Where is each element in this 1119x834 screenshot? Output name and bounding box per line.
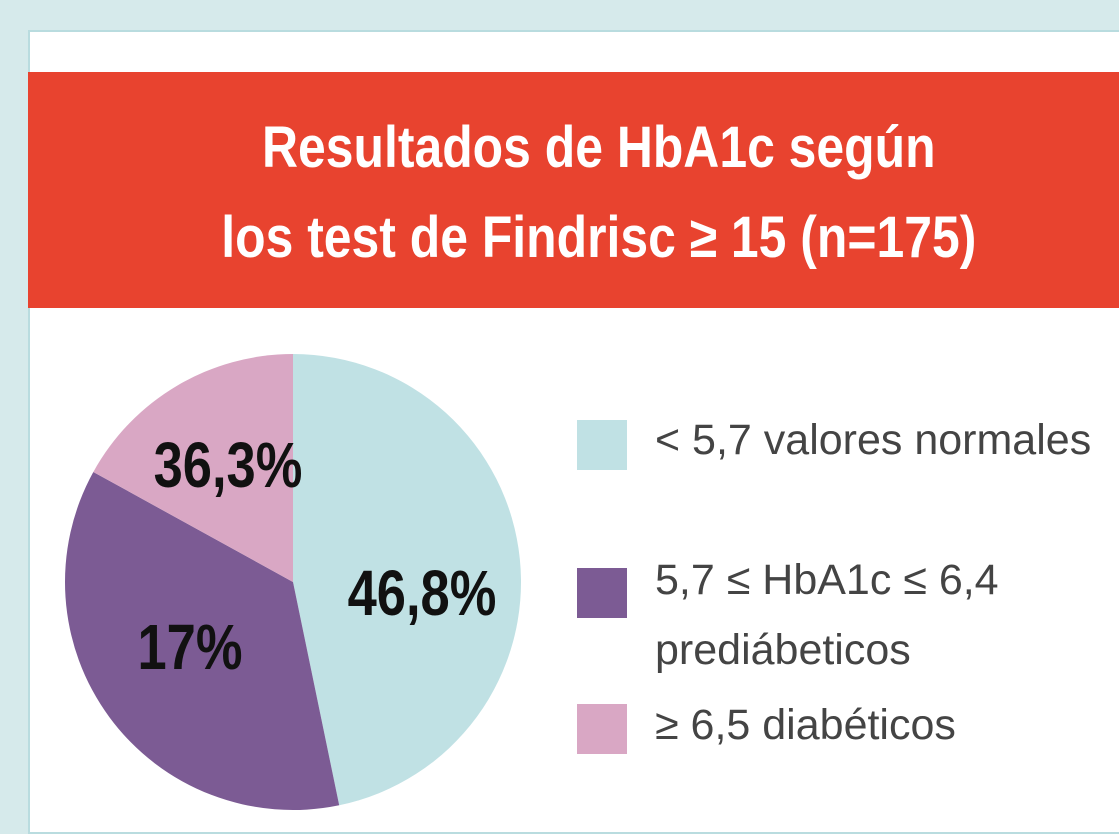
- legend-label: ≥ 6,5 diabéticos: [655, 701, 956, 749]
- value-label: 36,3%: [154, 430, 303, 501]
- chart: 46,8% 36,3% 17%: [65, 354, 521, 810]
- chart-title: Resultados de HbA1c según: [262, 115, 936, 180]
- page: Resultados de HbA1c según los test de Fi…: [28, 30, 1119, 834]
- chart-title: los test de Findrisc ≥ 15 (n=175): [221, 205, 977, 270]
- legend-label: < 5,7 valores normales: [655, 416, 1092, 464]
- value-label: 46,8%: [348, 558, 497, 629]
- legend-swatch: [577, 568, 627, 618]
- pie-slice: [293, 354, 521, 806]
- value-label: 17%: [137, 612, 242, 683]
- legend-swatch: [577, 420, 627, 470]
- title-band: Resultados de HbA1c según los test de Fi…: [28, 72, 1119, 308]
- legend-swatch: [577, 704, 627, 754]
- pie-slice: [65, 471, 340, 810]
- pie-slice: [93, 354, 293, 582]
- legend-label: 5,7 ≤ HbA1c ≤ 6,4 prediábeticos: [655, 556, 999, 674]
